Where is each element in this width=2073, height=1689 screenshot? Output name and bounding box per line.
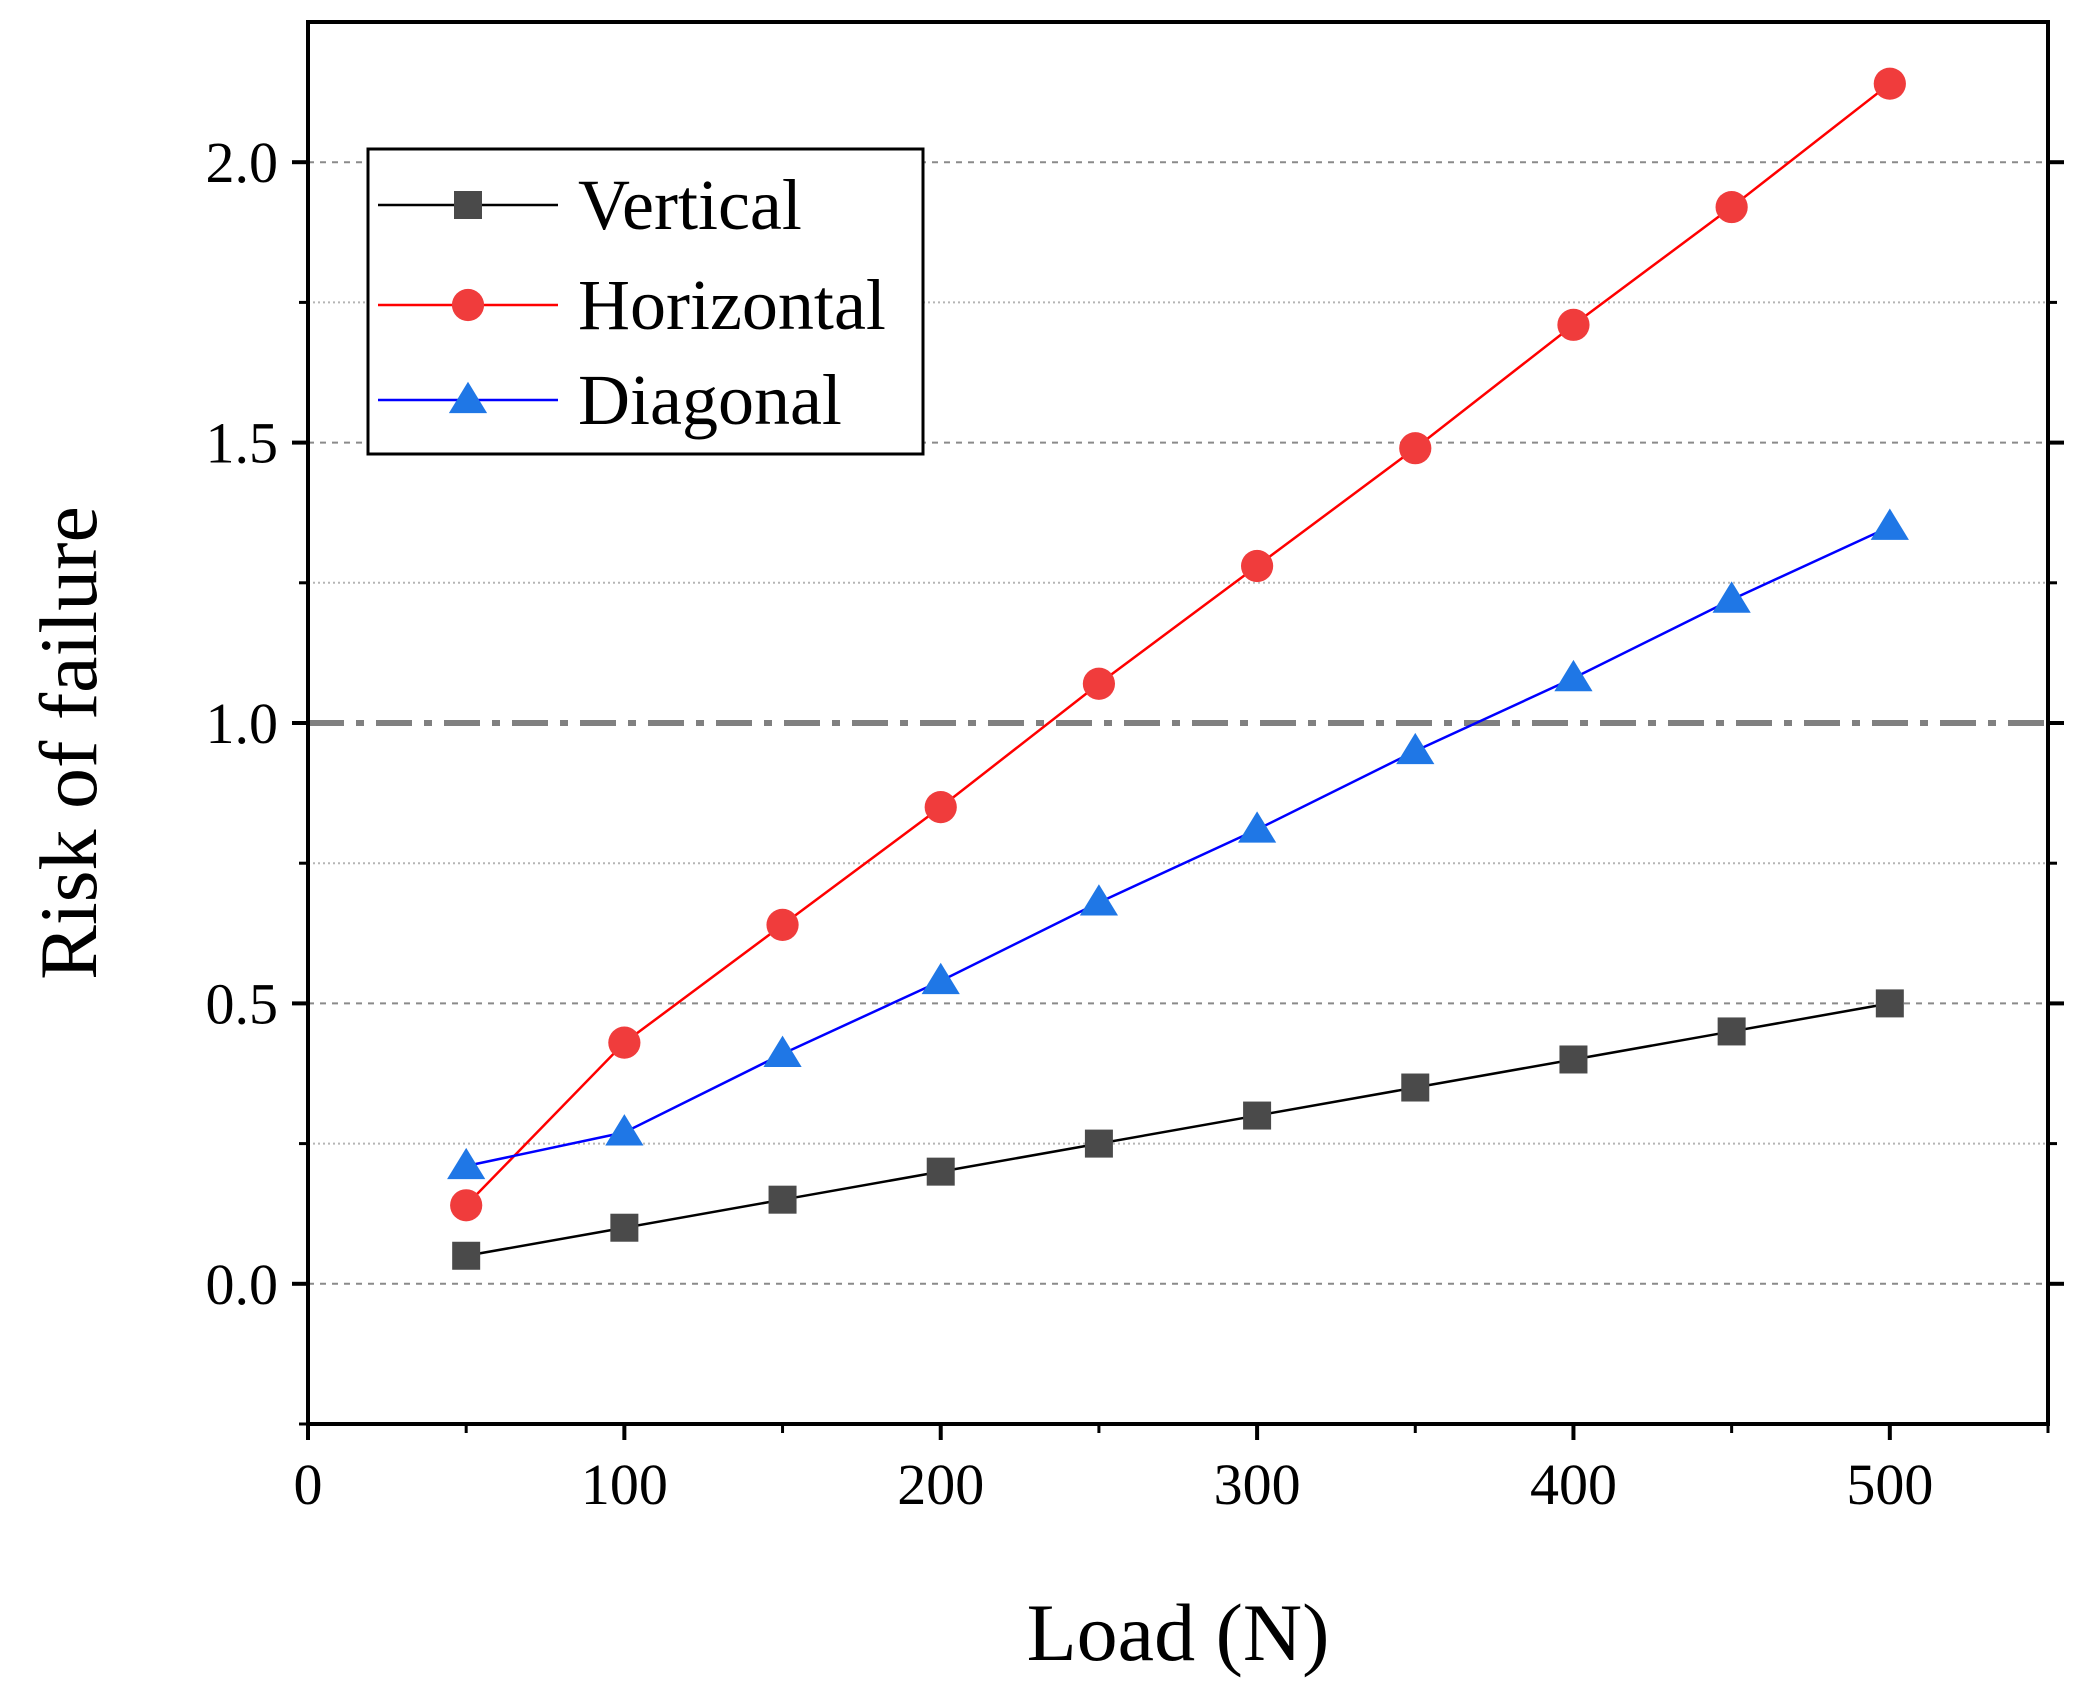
data-point-diagonal xyxy=(1079,884,1119,916)
series-line-vertical xyxy=(465,1002,1891,1257)
legend-marker-diagonal xyxy=(448,381,488,414)
data-point-horizontal xyxy=(1082,667,1116,700)
data-point-vertical xyxy=(1875,989,1904,1018)
data-point-diagonal xyxy=(605,1114,644,1146)
x-tick-label: 100 xyxy=(581,1452,668,1517)
data-point-horizontal xyxy=(1240,549,1274,583)
series-line-diagonal xyxy=(465,525,1891,1168)
data-point-diagonal xyxy=(921,962,960,995)
y-tick-label: 0.5 xyxy=(206,971,279,1036)
y-tick-label: 1.5 xyxy=(206,411,279,476)
data-point-vertical xyxy=(1084,1129,1113,1158)
data-point-diagonal xyxy=(1554,659,1593,692)
legend-label-horizontal: Horizontal xyxy=(578,265,886,345)
data-point-horizontal xyxy=(1873,67,1906,100)
data-point-horizontal xyxy=(1557,308,1590,341)
x-tick-label: 400 xyxy=(1530,1452,1617,1517)
series-line-horizontal xyxy=(465,82,1891,1207)
legend-label-vertical: Vertical xyxy=(578,165,802,245)
data-point-vertical xyxy=(1401,1073,1430,1102)
data-point-horizontal xyxy=(608,1026,641,1059)
data-point-diagonal xyxy=(1237,811,1277,843)
data-point-diagonal xyxy=(447,1147,486,1180)
x-tick-label: 0 xyxy=(294,1452,323,1517)
data-point-diagonal xyxy=(1870,508,1909,540)
legend-marker-vertical xyxy=(454,191,482,219)
y-axis-title: Risk of failure xyxy=(23,506,114,980)
series-lines xyxy=(465,82,1891,1257)
data-point-vertical xyxy=(452,1241,481,1270)
data-point-horizontal xyxy=(924,791,957,824)
data-point-horizontal xyxy=(1399,432,1432,465)
data-point-diagonal xyxy=(1712,581,1751,613)
data-point-horizontal xyxy=(766,908,799,941)
legend: Vertical Horizontal Diagonal xyxy=(366,147,925,456)
x-tick-label: 300 xyxy=(1214,1452,1301,1517)
data-point-vertical xyxy=(1559,1045,1588,1074)
y-tick-label: 1.0 xyxy=(206,691,279,756)
series-markers xyxy=(447,67,1909,1270)
legend-label-diagonal: Diagonal xyxy=(578,360,842,440)
y-tick-label: 0.0 xyxy=(206,1252,279,1317)
y-tick-label: 2.0 xyxy=(206,130,279,195)
x-axis-title: Load (N) xyxy=(1027,1587,1330,1678)
x-tick-label: 200 xyxy=(897,1452,984,1517)
data-point-diagonal xyxy=(763,1035,802,1067)
data-point-vertical xyxy=(768,1185,797,1214)
data-point-vertical xyxy=(1243,1101,1272,1130)
data-point-diagonal xyxy=(1396,732,1435,765)
legend-marker-horizontal xyxy=(451,288,485,322)
data-point-vertical xyxy=(926,1157,955,1186)
data-point-horizontal xyxy=(1715,190,1748,224)
data-point-vertical xyxy=(610,1213,639,1242)
axis-ticks xyxy=(292,160,2064,1440)
data-point-horizontal xyxy=(450,1189,483,1222)
axis-tick-labels: 0 100 200 300 400 500 0.0 0.5 1.0 1.5 2.0 xyxy=(206,130,1934,1517)
x-tick-label: 500 xyxy=(1846,1452,1933,1517)
data-point-vertical xyxy=(1717,1017,1746,1046)
